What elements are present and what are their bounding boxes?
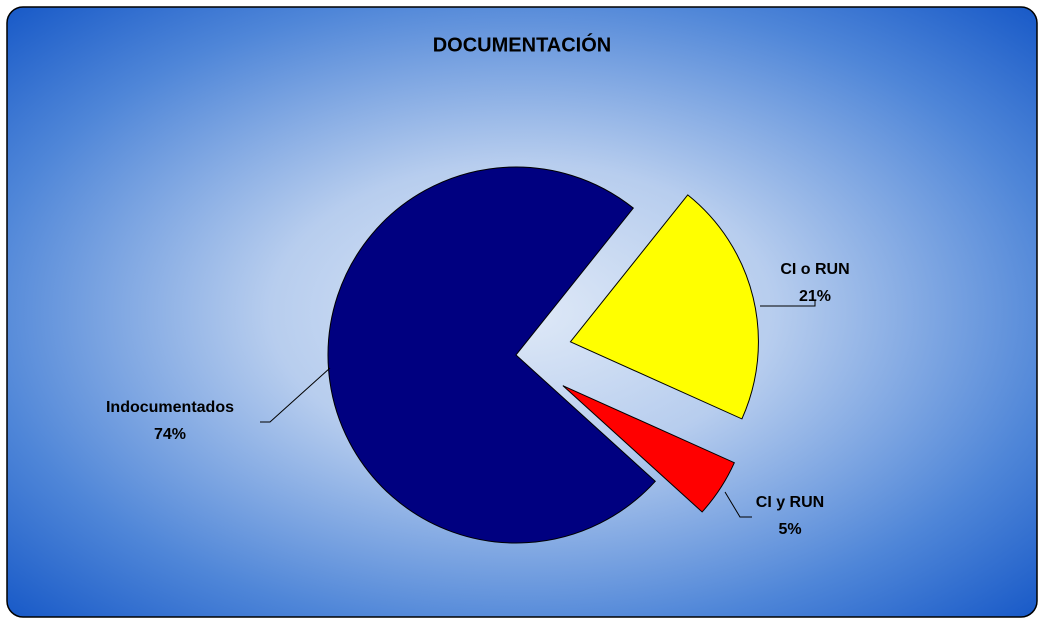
slice-value-label: 21%: [799, 288, 831, 305]
pie-slice: [327, 166, 656, 544]
leader-line: [260, 367, 331, 423]
slice-label: CI y RUN: [756, 494, 824, 511]
chart-title: DOCUMENTACIÓN: [433, 32, 612, 56]
leader-line: [724, 491, 752, 518]
slice-value-label: 74%: [154, 426, 186, 443]
slice-value-label: 5%: [778, 521, 801, 538]
leader-line: [760, 300, 816, 307]
pie-slice: [569, 194, 759, 420]
pie-slice: [562, 385, 735, 513]
slice-label: Indocumentados: [106, 399, 234, 416]
slice-label: CI o RUN: [780, 261, 849, 278]
